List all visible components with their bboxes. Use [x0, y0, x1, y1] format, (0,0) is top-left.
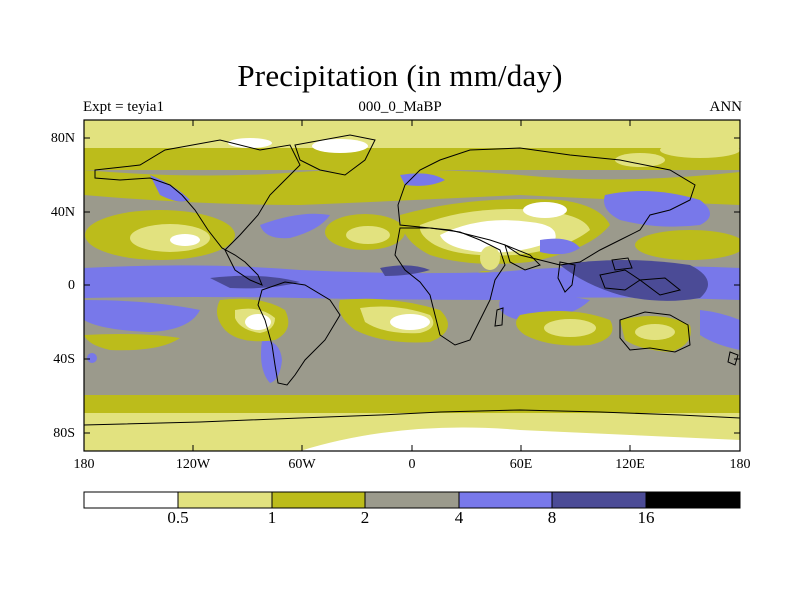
lat-label-40n: 40N — [50, 205, 75, 220]
colorbar — [83, 491, 741, 509]
colorbar-bin-4 — [458, 491, 553, 509]
lat-label-0: 0 — [68, 278, 75, 293]
coastlines — [84, 134, 740, 426]
colorbar-label-8: 8 — [547, 508, 557, 527]
experiment-label: Expt = teyia1 — [83, 99, 164, 115]
colorbar-bin-1 — [177, 491, 273, 509]
colorbar-label-16: 16 — [637, 508, 655, 527]
colorbar-bin-0 — [83, 491, 179, 509]
colorbar-bin-5 — [551, 491, 647, 509]
lat-ticks — [84, 137, 740, 434]
colorbar-bin-3 — [364, 491, 460, 509]
lon-ticks — [192, 120, 631, 451]
lat-label-40s: 40S — [53, 352, 75, 367]
colorbar-label-1: 1 — [267, 508, 277, 527]
colorbar-bin-6 — [645, 491, 741, 509]
lon-label-180w: 180 — [73, 457, 95, 472]
colorbar-bin-2 — [271, 491, 366, 509]
map-title: Precipitation (in mm/day) — [237, 58, 563, 93]
precip-field — [84, 120, 740, 451]
lon-label-120w: 120W — [175, 457, 211, 472]
colorbar-label-0-5: 0.5 — [167, 508, 189, 527]
period-label: 000_0_MaBP — [358, 99, 442, 115]
lon-label-60e: 60E — [509, 457, 533, 472]
lon-label-120e: 120E — [615, 457, 645, 472]
lon-label-60w: 60W — [288, 457, 316, 472]
lat-label-80s: 80S — [53, 426, 75, 441]
season-label: ANN — [709, 99, 743, 115]
lat-label-80n: 80N — [50, 131, 75, 146]
lon-label-180e: 180 — [729, 457, 751, 472]
lon-label-0: 0 — [408, 457, 416, 472]
colorbar-label-4: 4 — [454, 508, 464, 527]
colorbar-label-2: 2 — [360, 508, 370, 527]
